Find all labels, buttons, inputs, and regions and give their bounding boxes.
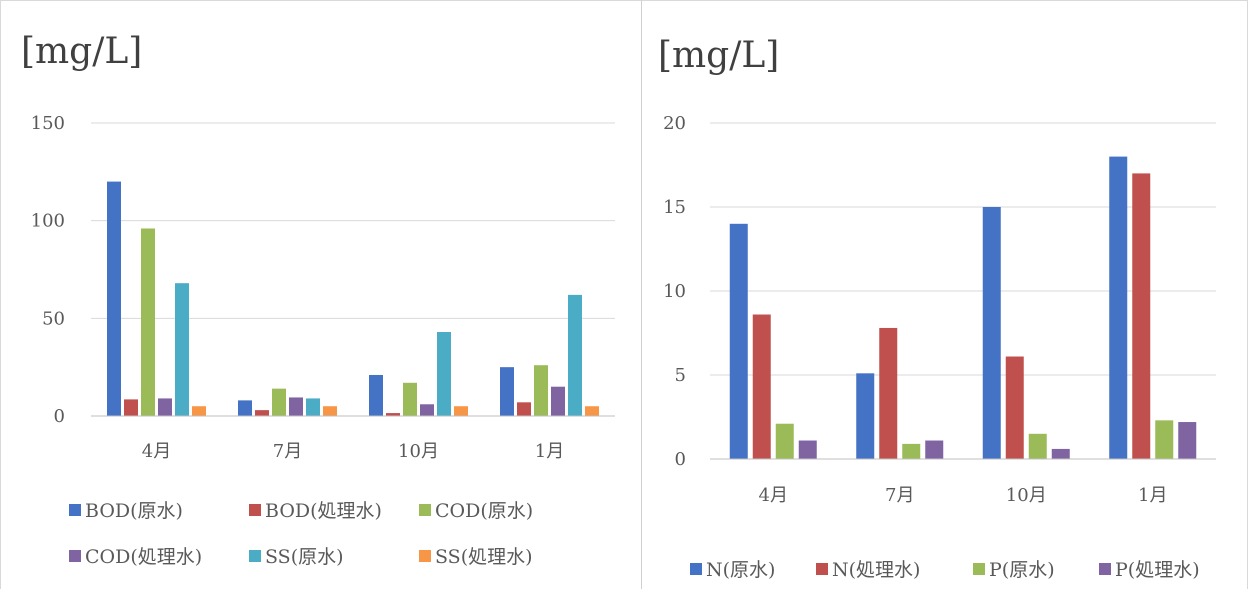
bar: [1051, 448, 1070, 459]
bar: [437, 332, 451, 416]
bar: [107, 181, 121, 416]
y-tick-label: 15: [663, 197, 686, 218]
bar: [420, 404, 434, 416]
bar: [175, 283, 189, 416]
bar: [925, 440, 944, 459]
bar: [798, 440, 817, 459]
legend-label: SS(原水): [265, 546, 344, 568]
bar: [403, 382, 417, 416]
bar: [775, 423, 794, 459]
bar: [386, 413, 400, 416]
bar: [982, 207, 1001, 459]
x-tick-label: 7月: [273, 441, 302, 462]
x-tick-label: 10月: [1006, 485, 1047, 506]
bar: [585, 406, 599, 416]
bar: [255, 410, 269, 416]
bar: [454, 406, 468, 416]
legend-label: SS(処理水): [435, 546, 533, 568]
bar: [238, 400, 252, 416]
x-tick-label: 4月: [142, 441, 171, 462]
legend-swatch: [249, 504, 261, 516]
bar: [1005, 356, 1024, 459]
x-tick-label: 7月: [885, 485, 914, 506]
bar: [500, 367, 514, 416]
unit-label: [mg/L]: [21, 31, 142, 72]
x-tick-label: 1月: [535, 441, 564, 462]
legend-label: COD(原水): [435, 500, 533, 522]
bar: [1155, 420, 1174, 459]
bar: [752, 314, 771, 459]
bar: [879, 327, 898, 459]
bar: [1109, 156, 1128, 459]
bar: [369, 374, 383, 416]
y-tick-label: 5: [675, 365, 686, 386]
bar: [568, 294, 582, 416]
bar: [1028, 433, 1047, 459]
unit-label: [mg/L]: [658, 35, 779, 76]
y-tick-label: 50: [42, 308, 65, 329]
bar: [192, 406, 206, 416]
legend-label: BOD(処理水): [265, 500, 382, 522]
bar: [141, 228, 155, 416]
legend-swatch: [419, 504, 431, 516]
legend-swatch: [816, 563, 828, 575]
bar: [124, 399, 138, 416]
legend-swatch: [69, 550, 81, 562]
bar: [517, 402, 531, 416]
bar: [551, 386, 565, 416]
legend-swatch: [973, 563, 985, 575]
legend-swatch: [249, 550, 261, 562]
legend-label: BOD(原水): [85, 500, 183, 522]
bar: [729, 223, 748, 459]
bar: [534, 365, 548, 416]
legend-label: P(原水): [989, 559, 1055, 581]
y-tick-label: 0: [54, 406, 65, 427]
legend-label: P(処理水): [1115, 559, 1200, 581]
bar: [1132, 173, 1151, 459]
bar: [289, 397, 303, 416]
legend-label: N(処理水): [832, 559, 920, 581]
bar: [158, 398, 172, 416]
legend-swatch: [69, 504, 81, 516]
legend-swatch: [1099, 563, 1111, 575]
legend-label: N(原水): [706, 559, 775, 581]
bar: [272, 388, 286, 416]
left-bar-chart: [mg/L] 0 50 100 150 4月 7月 10月 1月 BOD(原水) BOD(処理水) C…: [21, 31, 615, 568]
bar: [1178, 422, 1197, 459]
bar: [902, 443, 921, 459]
y-tick-label: 150: [31, 113, 65, 134]
x-tick-label: 10月: [398, 441, 439, 462]
y-tick-label: 100: [31, 211, 65, 232]
right-bar-chart: [mg/L] 0 5 10 15 20 4月 7月 10月 1月 N(原水) N(処理水) P(原水) P…: [658, 35, 1216, 581]
bar: [856, 373, 875, 459]
bar: [323, 406, 337, 416]
right-chart-panel: [mg/L] 0 5 10 15 20 4月 7月 10月 1月 N(原水) N(処理水) P(原水) P…: [642, 0, 1248, 589]
left-chart-panel: [mg/L] 0 50 100 150 4月 7月 10月 1月 BOD(原水) BOD(処理水) C…: [0, 0, 642, 589]
x-tick-label: 1月: [1138, 485, 1167, 506]
bar: [306, 398, 320, 416]
legend-swatch: [690, 563, 702, 575]
legend-label: COD(処理水): [85, 546, 202, 568]
x-tick-label: 4月: [759, 485, 788, 506]
y-tick-label: 20: [663, 113, 686, 134]
legend-swatch: [419, 550, 431, 562]
y-tick-label: 10: [663, 281, 686, 302]
y-tick-label: 0: [675, 449, 686, 470]
